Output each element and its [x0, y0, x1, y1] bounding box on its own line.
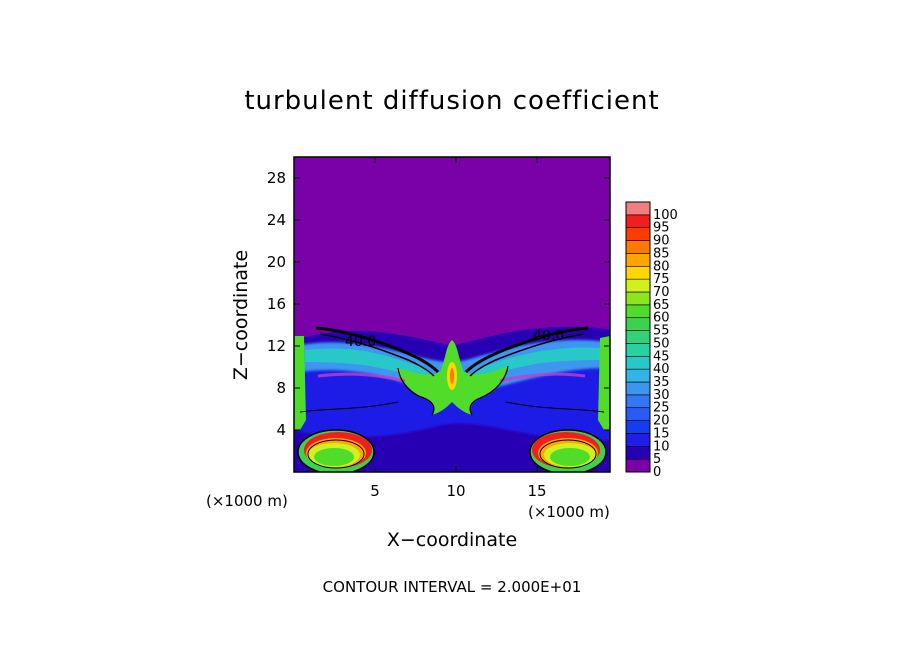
vortex-right [529, 429, 607, 472]
y-tick-label: 24 [267, 211, 286, 229]
colorbar-label: 45 [653, 349, 670, 364]
y-axis-unit: (×1000 m) [206, 492, 288, 510]
colorbar-swatch [625, 214, 651, 229]
colorbar-label: 35 [653, 375, 670, 390]
colorbar: 0510152025303540455055606570758085909510… [625, 201, 678, 480]
colorbar-swatch [625, 265, 651, 280]
colorbar-label: 10 [653, 439, 670, 454]
colorbar-frame [625, 201, 651, 473]
field-edge-right [598, 336, 610, 430]
field-plume-peak [450, 368, 454, 384]
colorbar-label: 65 [653, 298, 670, 313]
colorbar-label: 100 [653, 208, 678, 223]
colorbar-swatch [625, 330, 651, 344]
vortex-left [297, 429, 375, 472]
axes: 5 10 15 4 8 12 16 20 24 28 [267, 157, 610, 500]
colorbar-swatch [625, 381, 651, 396]
y-tick-label: 16 [267, 295, 286, 313]
x-axis-label: X−coordinate [386, 529, 518, 551]
colorbar-swatch [625, 291, 651, 306]
colorbar-swatch [625, 394, 651, 409]
y-tick-label: 8 [276, 379, 286, 397]
y-tick-label: 20 [267, 253, 286, 271]
colorbar-swatch [625, 317, 651, 331]
x-tick-label: 10 [447, 482, 466, 500]
colorbar-swatch [625, 253, 651, 267]
colorbar-label: 55 [653, 324, 670, 339]
colorbar-label: 50 [653, 336, 670, 351]
colorbar-label: 15 [653, 426, 670, 441]
colorbar-swatch [625, 355, 651, 370]
contour-label-left: 40.0 [345, 334, 376, 350]
colorbar-swatch [625, 420, 651, 434]
colorbar-swatch [625, 227, 651, 241]
colorbar-label: 90 [653, 234, 670, 249]
contour-line-lower [299, 401, 605, 413]
x-tick-label: 5 [370, 482, 380, 500]
x-axis-unit: (×1000 m) [528, 503, 610, 521]
colorbar-swatch [625, 304, 651, 319]
colorbar-swatch [625, 407, 651, 421]
colorbar-label: 60 [653, 311, 670, 326]
colorbar-label: 20 [653, 414, 670, 429]
contour-line-left-top [315, 326, 440, 374]
plot-frame [293, 156, 611, 473]
contour-line-plume [397, 365, 509, 416]
chart-title: turbulent diffusion coefficient [244, 86, 660, 116]
colorbar-swatch [625, 278, 651, 293]
colorbar-swatch [625, 458, 651, 473]
colorbar-swatch [625, 445, 651, 460]
colorbar-label: 40 [653, 362, 670, 377]
contour-line-right-top [464, 326, 589, 374]
colorbar-swatch [625, 368, 651, 383]
field-streak-right [499, 372, 586, 383]
colorbar-label: 25 [653, 401, 670, 416]
contour-line-right-lower [469, 333, 585, 377]
colorbar-label: 30 [653, 388, 670, 403]
colorbar-label: 85 [653, 246, 670, 261]
field-edge-left [294, 336, 306, 430]
colorbar-label: 0 [653, 465, 661, 480]
contour-line-left-lower [319, 333, 435, 377]
colorbar-swatch [625, 343, 651, 357]
heatmap-field [294, 157, 610, 472]
colorbar-swatch [625, 240, 651, 254]
contour-label-right: 40.0 [533, 328, 564, 344]
colorbar-label: 80 [653, 259, 670, 274]
colorbar-swatch [625, 433, 651, 447]
colorbar-swatch [625, 201, 651, 216]
field-streak-left [317, 372, 406, 383]
y-tick-label: 4 [276, 421, 286, 439]
colorbar-label: 75 [653, 272, 670, 287]
contour-interval-note: CONTOUR INTERVAL = 2.000E+01 [322, 578, 582, 596]
y-tick-label: 28 [267, 169, 286, 187]
colorbar-label: 5 [653, 452, 661, 467]
colorbar-label: 95 [653, 221, 670, 236]
y-tick-label: 12 [267, 337, 286, 355]
x-tick-label: 15 [528, 482, 547, 500]
colorbar-label: 70 [653, 285, 670, 300]
